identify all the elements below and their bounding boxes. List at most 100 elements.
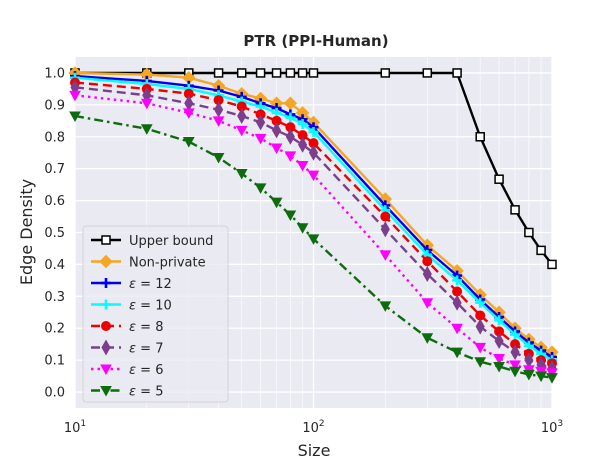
legend-item: ε = 5 [91, 385, 163, 400]
legend-label: ε = 6 [129, 363, 163, 378]
series-layer [68, 66, 559, 384]
series-eps8 [70, 77, 557, 369]
y-tick-label: 0.1 [44, 354, 65, 369]
legend-item: ε = 10 [91, 299, 172, 314]
data-point [285, 112, 296, 123]
data-point [547, 259, 557, 270]
y-tick-label: 0.0 [44, 386, 65, 401]
legend-item: Upper bound [91, 234, 213, 249]
y-tick-labels: 0.0 0.1 0.2 0.3 0.4 0.5 0.6 0.7 0.8 0.9 1.0 [44, 66, 65, 400]
data-point [494, 315, 505, 326]
y-axis-label: Edge Density [17, 179, 36, 285]
data-point [510, 344, 520, 361]
data-point [509, 366, 521, 378]
data-point [451, 323, 463, 335]
data-point [510, 205, 520, 215]
data-point [452, 68, 462, 78]
data-point [379, 301, 392, 312]
data-point [535, 371, 547, 383]
data-point [475, 132, 485, 142]
data-point [475, 297, 486, 308]
y-tick-label: 0.4 [44, 258, 65, 273]
data-point [421, 333, 434, 344]
data-point [509, 360, 521, 371]
legend-label: ε = 7 [129, 342, 163, 357]
data-point [69, 90, 81, 102]
data-point [307, 170, 320, 182]
x-tick-label: 102 [302, 419, 324, 436]
data-point [236, 68, 247, 78]
legend-value: 12 [155, 277, 172, 292]
data-point [212, 116, 225, 127]
legend-box [82, 225, 229, 403]
data-point [140, 124, 153, 135]
y-tick-label: 0.3 [44, 290, 65, 305]
legend-label: ε = 12 [129, 277, 172, 292]
legend-marker [101, 299, 111, 310]
x-tick-exponent: 1 [80, 419, 86, 429]
legend-item: ε = 6 [91, 363, 163, 378]
legend-value: 5 [155, 385, 163, 400]
legend: Upper bound Non-private ε = 12 ε = 10 ε = 8 ε… [82, 225, 229, 403]
data-point [254, 183, 267, 194]
y-tick-label: 0.9 [44, 98, 65, 113]
data-point [235, 168, 248, 180]
data-point [380, 211, 391, 222]
data-point [140, 98, 153, 110]
data-point [270, 197, 283, 209]
data-point [308, 126, 319, 137]
data-point [271, 68, 282, 78]
y-tick-label: 0.5 [44, 226, 65, 241]
data-point [284, 151, 297, 162]
data-point [285, 68, 296, 78]
data-point [296, 160, 309, 172]
data-point [452, 294, 462, 311]
data-point [296, 223, 309, 234]
data-point [422, 256, 433, 267]
legend-value: Non-private [129, 256, 206, 271]
data-point [494, 174, 504, 184]
legend-label: Upper bound [129, 234, 213, 249]
legend-value: 10 [155, 299, 172, 314]
legend-prefix: ε = [129, 342, 155, 357]
series-eps5 [69, 111, 558, 384]
legend-item: Non-private [91, 254, 206, 271]
data-point [474, 342, 487, 354]
x-tick-base: 10 [64, 421, 81, 436]
data-point [271, 122, 282, 139]
legend-value: 7 [155, 342, 163, 357]
x-tick-labels: 101 102 103 [64, 419, 563, 436]
legend-label: ε = 8 [129, 320, 163, 335]
legend-marker [99, 254, 113, 269]
data-point [379, 250, 392, 261]
legend-marker [101, 321, 111, 331]
data-point [255, 68, 266, 78]
data-point [270, 143, 283, 154]
data-point [308, 68, 319, 78]
legend-marker [100, 386, 112, 397]
legend-prefix: ε = [129, 363, 155, 378]
legend-value: Upper bound [129, 234, 213, 249]
data-point [254, 133, 267, 145]
data-point [285, 128, 295, 145]
data-point [493, 354, 505, 365]
y-tick-label: 1.0 [44, 66, 65, 81]
data-point [510, 329, 521, 340]
data-point [212, 153, 225, 164]
x-tick-base: 10 [541, 421, 558, 436]
legend-marker [101, 278, 111, 288]
data-point [308, 144, 319, 161]
data-point [182, 137, 195, 148]
data-point [284, 210, 297, 221]
y-tick-label: 0.7 [44, 162, 65, 177]
data-point [451, 347, 463, 359]
data-point [213, 68, 224, 78]
legend-label: Non-private [129, 256, 206, 271]
y-tick-label: 0.6 [44, 194, 65, 209]
data-point [297, 119, 308, 130]
data-point [452, 275, 463, 286]
data-point [494, 332, 504, 349]
data-point [307, 234, 320, 245]
data-point [475, 310, 486, 321]
